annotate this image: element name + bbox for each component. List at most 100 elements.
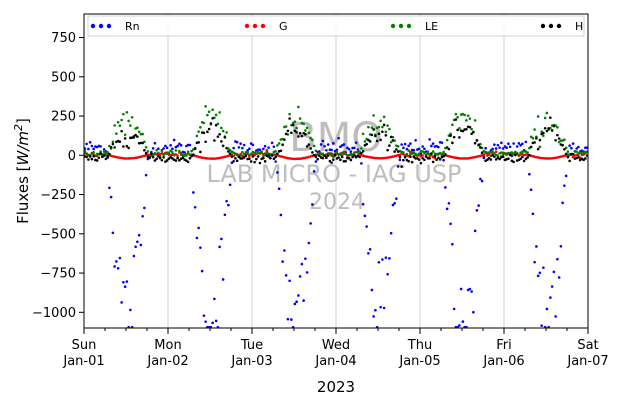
point-h [221,144,225,148]
point-le [172,153,176,156]
point-rn [571,142,575,145]
point-rn [272,145,276,148]
point-h [377,132,381,136]
point-h [279,149,283,153]
point-le [186,150,190,154]
point-rn [277,187,281,191]
point-rn [498,146,501,149]
point-h [204,140,207,144]
point-le [218,111,221,114]
point-g [482,153,486,157]
point-h [234,157,237,160]
point-h [370,133,374,137]
point-g [265,149,269,153]
point-h [127,146,130,150]
point-h [141,141,144,145]
point-rn [281,260,284,263]
point-le [111,140,115,144]
point-rn [470,290,473,293]
point-le [382,115,386,119]
legend: Rn G LE H [87,15,585,37]
legend-marker-g [252,23,258,29]
point-h [290,131,293,135]
point-le [293,120,297,123]
point-h [97,156,101,160]
point-h [199,150,202,154]
point-rn [360,162,363,165]
point-rn [204,320,207,323]
point-h [95,159,99,162]
point-le [120,118,123,122]
point-h [381,130,384,134]
point-rn [430,144,433,148]
point-h [218,132,221,136]
point-le [127,119,130,123]
point-rn [403,142,407,146]
point-g [433,156,437,160]
point-g [494,150,498,153]
point-h [461,129,465,133]
point-rn [484,146,487,150]
point-h [386,148,389,152]
point-rn [242,143,246,147]
point-h [333,154,337,157]
point-h [186,160,190,164]
point-rn [494,147,498,150]
point-rn [88,141,92,144]
point-rn [458,324,461,327]
point-h [447,147,451,151]
legend-marker-h [556,23,562,29]
point-le [360,147,363,150]
point-h [468,125,472,129]
point-h [270,154,274,157]
point-rn [473,229,477,233]
y-axis-title-unit: W/m [14,131,32,166]
point-rn [251,143,255,147]
point-le [295,126,298,130]
point-h [286,129,290,133]
point-rn [330,148,333,152]
point-h [393,150,396,153]
point-rn [92,147,95,151]
point-h [148,156,151,160]
point-h [193,147,197,151]
point-h [223,136,227,139]
point-le [171,151,174,154]
point-h [344,159,347,163]
point-h [165,159,169,162]
point-h [538,138,542,142]
point-rn [347,147,351,151]
point-rn [361,202,365,206]
point-h [582,158,585,162]
point-rn [391,203,395,207]
point-le [206,113,209,117]
y-tick-label: −500 [40,227,76,242]
point-rn [141,214,144,218]
point-h [220,140,223,143]
point-rn [188,143,192,147]
point-h [438,158,442,161]
point-le [190,149,193,153]
point-h [176,156,179,160]
point-h [304,133,307,136]
point-h [353,154,356,157]
point-rn [171,147,174,151]
point-h [228,152,232,155]
point-g [421,154,424,157]
point-le [372,114,375,117]
point-h [486,158,489,162]
point-le [314,149,318,153]
point-rn [232,146,235,150]
point-rn [115,260,118,263]
point-rn [223,213,227,217]
point-rn [501,147,505,150]
point-h [209,122,213,125]
point-h [361,149,365,153]
point-rn [538,271,542,275]
point-h [543,126,547,130]
point-rn [395,197,398,200]
point-rn [178,142,181,146]
point-le [566,150,570,153]
point-h [305,145,309,148]
point-h [479,146,482,149]
